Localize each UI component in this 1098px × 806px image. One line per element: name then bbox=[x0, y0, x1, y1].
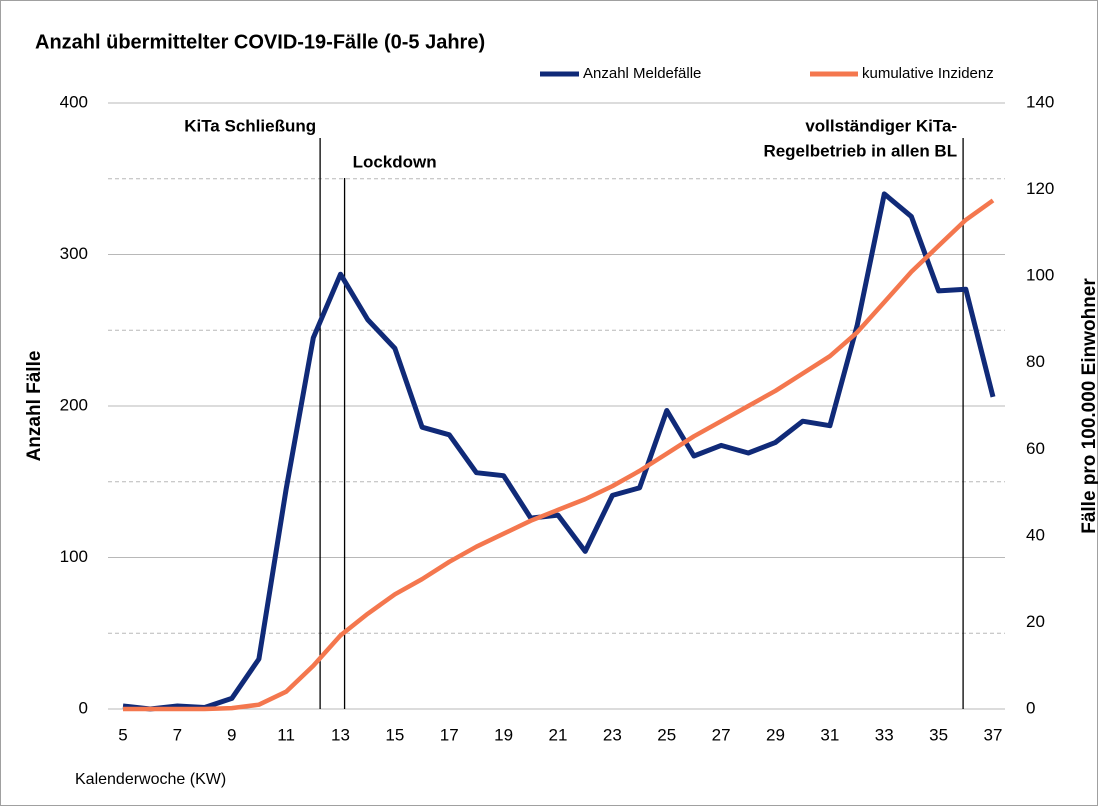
y-tick-label: 0 bbox=[79, 698, 88, 717]
x-tick-label: 5 bbox=[118, 725, 127, 744]
x-tick-label: 21 bbox=[549, 725, 568, 744]
y-tick-label: 300 bbox=[60, 244, 88, 263]
series-line bbox=[122, 191, 996, 712]
series-line bbox=[123, 198, 995, 712]
y-tick-label: 200 bbox=[60, 395, 88, 414]
y-tick-label: 400 bbox=[60, 92, 88, 111]
x-tick-label: 9 bbox=[227, 725, 236, 744]
x-tick-label: 15 bbox=[385, 725, 404, 744]
y2-tick-label: 20 bbox=[1026, 612, 1045, 631]
legend-label: Anzahl Meldefälle bbox=[583, 65, 701, 82]
x-tick-label: 37 bbox=[984, 725, 1003, 744]
annotation-text: Regelbetrieb in allen BL bbox=[763, 141, 957, 160]
y2-tick-label: 140 bbox=[1026, 92, 1054, 111]
annotation-text: Lockdown bbox=[353, 152, 437, 171]
x-tick-label: 35 bbox=[929, 725, 948, 744]
x-tick-label: 23 bbox=[603, 725, 622, 744]
legend-label: kumulative Inzidenz bbox=[862, 65, 994, 82]
x-tick-label: 19 bbox=[494, 725, 513, 744]
chart-title: Anzahl übermittelter COVID-19-Fälle (0-5… bbox=[35, 31, 485, 53]
x-axis-label: Kalenderwoche (KW) bbox=[75, 771, 226, 788]
y2-tick-label: 100 bbox=[1026, 266, 1054, 285]
y2-tick-label: 0 bbox=[1026, 698, 1035, 717]
y2-tick-label: 80 bbox=[1026, 352, 1045, 371]
y-axis-label: Anzahl Fälle bbox=[24, 351, 45, 462]
x-tick-label: 33 bbox=[875, 725, 894, 744]
y2-tick-label: 120 bbox=[1026, 179, 1054, 198]
y-tick-label: 100 bbox=[60, 547, 88, 566]
x-tick-label: 25 bbox=[657, 725, 676, 744]
x-tick-label: 31 bbox=[820, 725, 839, 744]
x-tick-label: 17 bbox=[440, 725, 459, 744]
x-tick-label: 7 bbox=[173, 725, 182, 744]
x-tick-label: 11 bbox=[277, 725, 295, 744]
y2-tick-label: 40 bbox=[1026, 525, 1045, 544]
x-tick-label: 29 bbox=[766, 725, 785, 744]
x-tick-label: 27 bbox=[712, 725, 731, 744]
y2-tick-label: 60 bbox=[1026, 439, 1045, 458]
annotation-text: KiTa Schließung bbox=[184, 116, 316, 135]
x-tick-label: 13 bbox=[331, 725, 350, 744]
annotation-text: vollständiger KiTa- bbox=[805, 116, 957, 135]
y2-axis-label: Fälle pro 100.000 Einwohner bbox=[1079, 278, 1098, 534]
